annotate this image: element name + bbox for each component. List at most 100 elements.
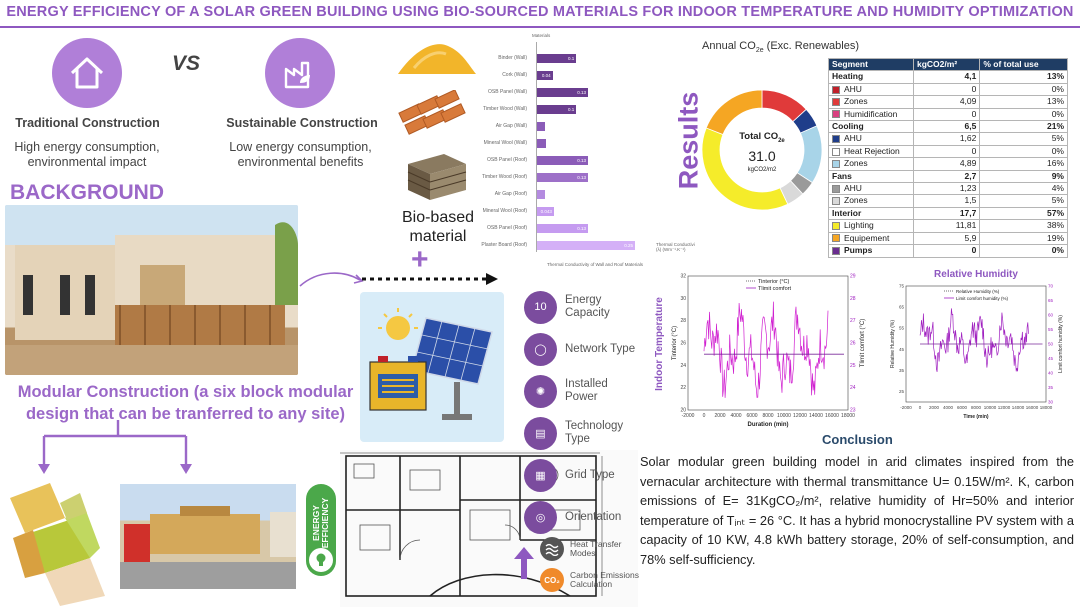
parameter-icon: ◯	[524, 332, 557, 366]
parameter-item: ▦ Grid Type	[524, 454, 649, 496]
donut-title: Annual CO2e (Exc. Renewables)	[702, 40, 859, 55]
co2-donut-chart	[701, 89, 823, 211]
material-bar	[537, 139, 547, 148]
material-bar	[537, 122, 545, 131]
modular-blocks-icon	[10, 483, 105, 606]
bar-value-label: 0.25	[624, 243, 634, 248]
x-tick-label: 0	[703, 413, 706, 419]
co2-table-row: Humidification 0 0%	[828, 107, 1068, 122]
bar-value-label: 0.13	[577, 90, 586, 95]
bar-category-label: Mineral Wool (Wall)	[483, 140, 527, 146]
temperature-chart: -2000 0 2000 4000 6000 8000 10000 12000 14000 160…	[654, 274, 866, 429]
chart-axis	[536, 42, 537, 252]
parameter-icon: ▦	[524, 458, 557, 492]
co2-table-row: AHU 1,23 4%	[828, 182, 1068, 196]
parameter-item: ◯ Network Type	[524, 328, 649, 370]
parameter-label: Energy Capacity	[565, 294, 610, 319]
parameter-item: ✺ Installed Power	[524, 370, 649, 412]
co2-row-label: Equipement	[844, 232, 890, 243]
y2-tick-label: 55	[1048, 327, 1054, 332]
x-tick-label: 14000	[1012, 405, 1025, 410]
y2-axis-label: Tlimit comfort (°C)	[860, 319, 866, 367]
co2-table-row: Pumps 0 0%	[828, 244, 1068, 258]
donut-center-unit: kgCO2/m2	[747, 166, 777, 173]
x-tick-label: 2000	[929, 405, 940, 410]
co2-row-pct: 19%	[979, 231, 1068, 246]
y2-tick-label: 30	[1048, 400, 1054, 405]
co2-row-value: 4,09	[912, 95, 981, 109]
x-axis-label: Duration (min)	[748, 422, 789, 428]
chart-unit-label: Thermal Conductivi (λ) (Wm⁻¹.K⁻¹)	[656, 242, 695, 252]
y2-tick-label: 45	[1048, 356, 1054, 361]
x-tick-label: 4000	[730, 413, 741, 419]
title-divider	[0, 26, 1080, 28]
y2-tick-label: 70	[1048, 284, 1054, 289]
co2-row-pct: 13%	[979, 70, 1068, 84]
x-tick-label: 8000	[971, 405, 982, 410]
branch-arrows-icon	[38, 420, 192, 474]
co2-row-pct: 13%	[979, 95, 1068, 109]
material-bar: 0.043	[537, 207, 554, 216]
y-axis-label: Tinterior (°C)	[672, 326, 678, 360]
humidity-chart-title: Relative Humidity	[934, 269, 1018, 280]
parameter-list: 10 Energy Capacity ◯ Network Type ✺ Installed…	[524, 286, 649, 538]
y-tick-label: 65	[899, 305, 905, 310]
bar-category-label: Cork (Wall)	[502, 72, 527, 78]
cork-bricks-icon	[398, 90, 466, 135]
co2-row-pct: 5%	[979, 132, 1068, 146]
co2-row-label: Zones	[844, 158, 868, 169]
material-bar: 0.04	[537, 71, 553, 80]
bar-value-label: 0.1	[567, 107, 575, 112]
param-carbon: CO₂ Carbon Emissions Calculation	[540, 568, 640, 592]
y2-tick-label: 40	[1048, 371, 1054, 376]
x-tick-label: 14000	[809, 413, 823, 419]
legend-swatch	[832, 147, 840, 156]
co2-row-value: 0	[912, 107, 981, 122]
co2-row-pct: 38%	[979, 219, 1068, 233]
y2-tick-label: 26	[850, 341, 856, 347]
co2-row-pct: 16%	[979, 157, 1068, 171]
co2-row-label: Heating	[832, 71, 864, 82]
parameter-label: Network Type	[565, 342, 636, 355]
osb-stack-icon	[407, 154, 467, 200]
waves-icon	[540, 537, 564, 561]
co2-table-row: Zones 1,5 5%	[828, 194, 1068, 208]
co2-row-label: Lighting	[844, 220, 874, 231]
co2-table-row: AHU 1,62 5%	[828, 132, 1068, 146]
co2-row-label: Humidification	[844, 108, 898, 119]
co2-table-row: Cooling 6,5 21%	[828, 120, 1068, 134]
legend-label: Relative Humidity (%)	[956, 289, 1000, 294]
donut-center: Total CO2e 31.0 kgCO2/m2	[722, 131, 802, 173]
co2-row-label: AHU	[844, 133, 862, 144]
y-tick-label: 25	[899, 389, 905, 394]
humidity-chart: -2000 0 2000 4000 6000 8000 10000 12000 14000 160…	[890, 269, 1064, 420]
co2-row-pct: 9%	[979, 169, 1068, 184]
co2-row-pct: 57%	[979, 206, 1068, 221]
traditional-desc: High energy consumption, environmental i…	[14, 140, 160, 169]
co2-row-value: 17,7	[912, 206, 981, 221]
bar-category-label: OSB Panel (Wall)	[488, 89, 527, 95]
bar-value-label: 0.13	[577, 175, 586, 180]
co2-row-label: Pumps	[844, 245, 873, 256]
y2-tick-label: 29	[850, 274, 856, 280]
y-tick-label: 30	[680, 296, 686, 302]
parameter-item: ▤ Technology Type	[524, 412, 649, 454]
material-bar	[537, 190, 545, 199]
legend-swatch	[832, 234, 840, 243]
y-tick-label: 55	[899, 326, 905, 331]
legend-swatch	[832, 246, 840, 255]
donut-center-title: Total CO2e	[739, 131, 785, 144]
parameter-label: Technology Type	[565, 420, 624, 445]
co2-row-value: 6,5	[912, 120, 981, 134]
co2-table-row: Heating 4,1 13%	[828, 70, 1068, 84]
co2-row-pct: 5%	[979, 194, 1068, 208]
parameter-label: Grid Type	[565, 468, 615, 481]
material-bar: 0.25	[537, 241, 636, 250]
y-tick-label: 24	[680, 363, 686, 369]
y2-tick-label: 65	[1048, 298, 1054, 303]
plot-frame	[687, 275, 849, 411]
site-photo	[120, 484, 296, 589]
legend-swatch	[832, 197, 840, 206]
page-title: ENERGY EFFICIENCY OF A SOLAR GREEN BUILD…	[6, 4, 1074, 20]
x-axis-label: Time (min)	[963, 414, 989, 420]
